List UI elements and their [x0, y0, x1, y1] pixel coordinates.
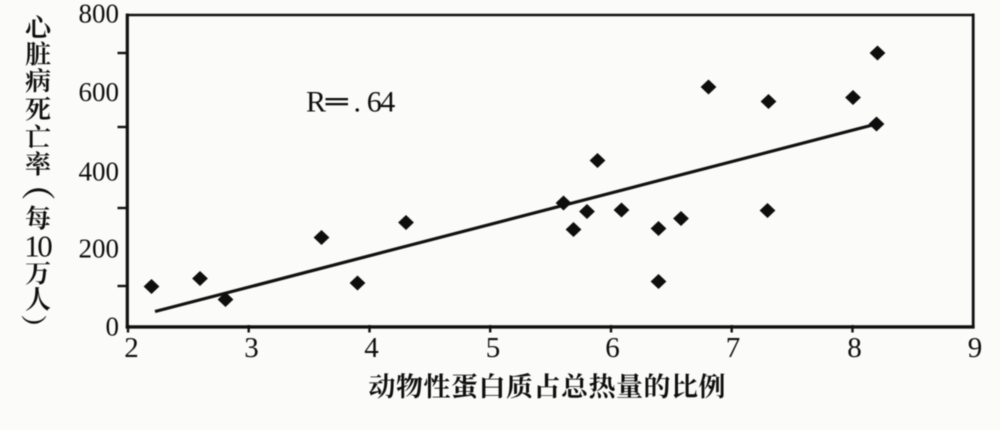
svg-text:200: 200: [79, 233, 120, 263]
svg-text:.: .: [354, 86, 362, 119]
svg-text:R: R: [306, 86, 326, 119]
svg-text:600: 600: [79, 77, 120, 107]
svg-text:7: 7: [726, 332, 741, 364]
svg-text:6: 6: [605, 332, 620, 364]
svg-text:64: 64: [367, 86, 396, 119]
svg-text:400: 400: [79, 156, 120, 186]
svg-text:0: 0: [106, 312, 120, 342]
svg-text:4: 4: [364, 332, 379, 364]
svg-text:800: 800: [79, 0, 120, 28]
svg-text:9: 9: [968, 332, 983, 364]
svg-text:8: 8: [847, 332, 862, 364]
svg-text:10: 10: [24, 229, 53, 264]
svg-text:2: 2: [124, 332, 139, 364]
svg-text:3: 3: [244, 332, 259, 364]
svg-text:5: 5: [486, 332, 501, 364]
